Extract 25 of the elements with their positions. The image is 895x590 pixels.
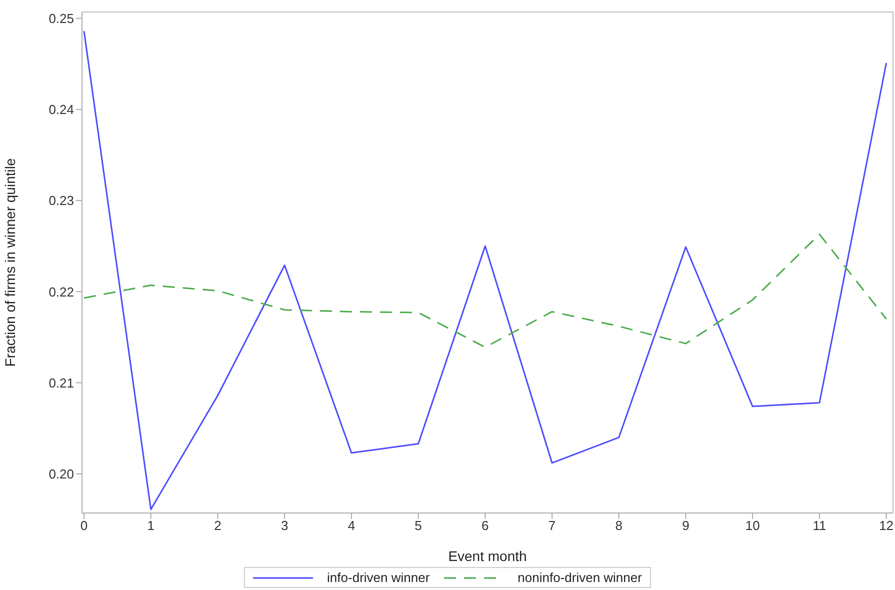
- y-tick-label: 0.24: [48, 102, 74, 118]
- y-tick-label: 0.21: [48, 375, 74, 390]
- y-tick-label: 0.23: [48, 193, 74, 208]
- legend-label: noninfo-driven winner: [516, 570, 642, 585]
- x-tick-label: 0: [80, 518, 88, 534]
- line-series: [83, 30, 888, 510]
- x-tick-label: 2: [214, 518, 222, 534]
- x-tick-label: 5: [414, 518, 422, 534]
- x-tick-label: 12: [879, 518, 894, 534]
- y-axis-title: Fraction of firms in winner quintile: [2, 158, 18, 367]
- x-tick-label: 6: [482, 518, 489, 534]
- x-tick-label: 8: [615, 518, 622, 534]
- y-tick-label: 0.20: [48, 466, 74, 482]
- line-series: [83, 234, 888, 348]
- y-tick-label: 0.25: [48, 10, 74, 26]
- x-axis-title: Event month: [448, 548, 527, 564]
- legend-label: info-driven winner: [326, 570, 430, 585]
- x-tick-label: 10: [745, 518, 760, 534]
- x-tick-label: 11: [812, 518, 826, 534]
- x-tick-label: 9: [682, 518, 690, 534]
- x-tick-label: 3: [280, 518, 288, 534]
- x-tick-label: 1: [147, 518, 154, 534]
- x-tick-label: 4: [348, 518, 356, 534]
- y-tick-label: 0.22: [48, 284, 74, 300]
- x-tick-label: 7: [548, 518, 556, 534]
